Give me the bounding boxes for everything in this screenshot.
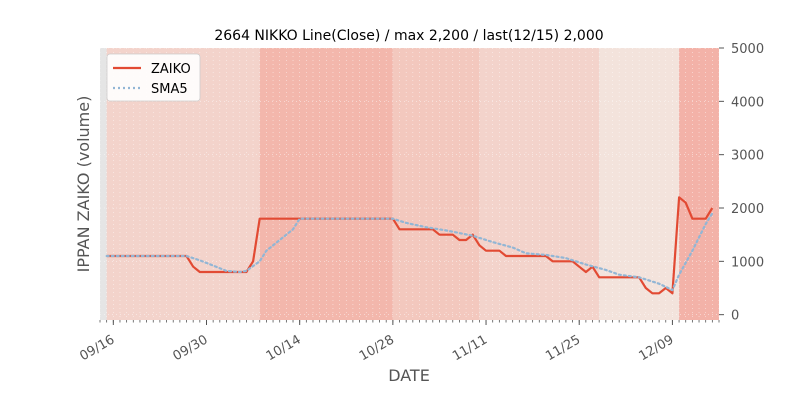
x-axis-title: DATE [388, 366, 430, 385]
series-line-sma5 [105, 212, 714, 292]
y-tick-label: 4000 [731, 95, 764, 110]
x-tick-label: 09/30 [171, 332, 211, 364]
legend: ZAIKO SMA5 [106, 53, 201, 102]
series-lines [105, 196, 714, 295]
x-tick-label: 09/16 [77, 332, 117, 364]
y-axis-ticks: 0 1000 2000 3000 4000 5000 [719, 42, 764, 324]
x-tick-label: 12/09 [636, 332, 676, 364]
x-axis-ticks: 09/16 09/30 10/14 10/28 11/11 11/25 12/09 [77, 320, 720, 364]
y-tick-label: 5000 [731, 42, 764, 57]
x-tick-label: 10/14 [264, 332, 304, 364]
x-tick-label: 11/11 [450, 332, 490, 364]
y-tick-label: 0 [731, 309, 739, 324]
y-axis-title: IPPAN ZAIKO (volume) [74, 96, 93, 273]
y-tick-label: 3000 [731, 149, 764, 164]
y-tick-label: 1000 [731, 255, 764, 270]
band-2 [392, 48, 480, 320]
series-line-zaiko [106, 196, 714, 295]
y-tick-label: 2000 [731, 202, 764, 217]
grid [99, 47, 720, 320]
x-tick-label: 11/25 [543, 332, 583, 364]
chart-title: 2664 NIKKO Line(Close) / max 2,200 / las… [214, 28, 603, 44]
legend-box [106, 53, 201, 102]
legend-label-sma5: SMA5 [151, 82, 188, 97]
x-tick-label: 10/28 [357, 332, 397, 364]
legend-label-zaiko: ZAIKO [151, 62, 191, 77]
